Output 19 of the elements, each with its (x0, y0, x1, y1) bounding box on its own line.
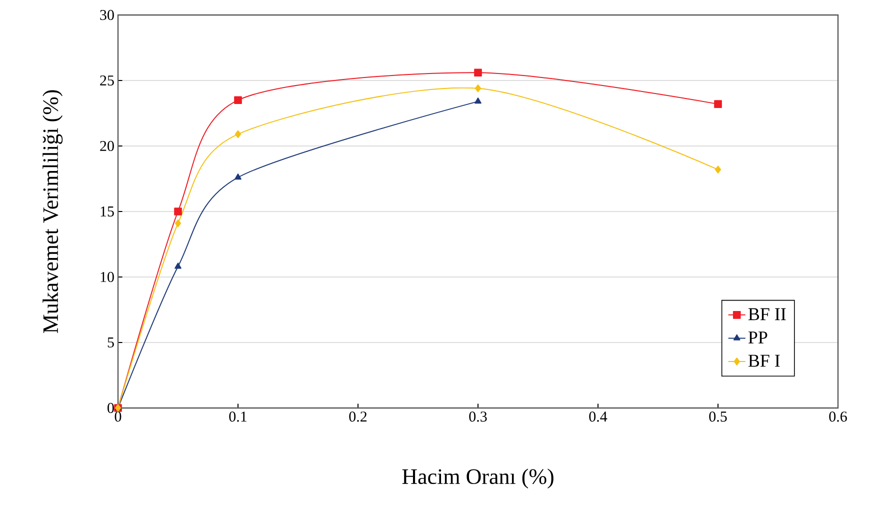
y-tick-label: 25 (100, 75, 114, 86)
y-tick-label: 20 (100, 140, 114, 152)
y-tick-label: 5 (108, 338, 114, 348)
x-axis-title: Hacim Oranı (%) (402, 468, 554, 489)
legend-label: PP (748, 332, 768, 344)
x-tick-label: 0.5 (709, 412, 727, 422)
y-axis-title: Mukavemet Verimliliği (%) (42, 90, 63, 334)
y-tick-label: 10 (100, 272, 114, 282)
x-tick-label: 0.3 (469, 412, 487, 422)
x-tick-label: 0 (114, 412, 122, 422)
legend-label: BF I (748, 354, 780, 367)
y-tick-label: 30 (100, 10, 114, 20)
y-tick-label: 0 (108, 402, 114, 414)
y-tick-label: 15 (100, 206, 114, 217)
x-tick-label: 0.6 (829, 412, 847, 422)
x-tick-label: 0.2 (349, 412, 367, 422)
x-tick-label: 0.1 (229, 412, 246, 422)
legend-label: BF II (748, 308, 786, 320)
x-tick-label: 0.4 (589, 412, 608, 422)
